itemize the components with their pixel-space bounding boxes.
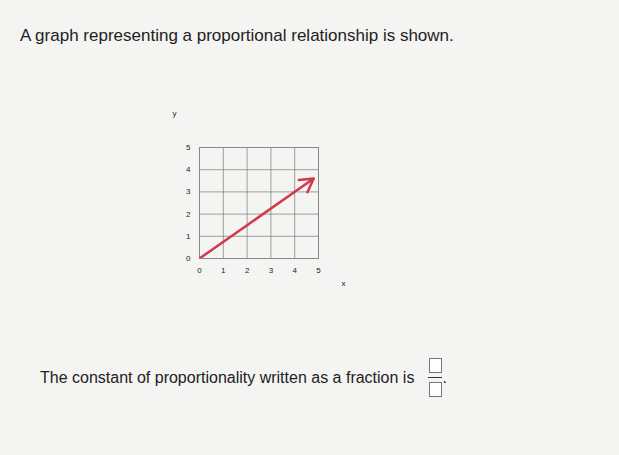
svg-text:4: 4 (186, 165, 191, 174)
svg-text:1: 1 (221, 266, 226, 275)
svg-text:x: x (342, 279, 346, 288)
svg-text:1: 1 (186, 232, 191, 241)
svg-text:2: 2 (186, 210, 191, 219)
svg-text:2: 2 (245, 266, 250, 275)
svg-text:4: 4 (292, 266, 297, 275)
svg-text:5: 5 (186, 143, 191, 152)
svg-text:0: 0 (186, 254, 191, 263)
svg-text:0: 0 (197, 266, 202, 275)
svg-text:5: 5 (316, 266, 321, 275)
html-text:The constant of proportionalit: The constant of proportionality written … (40, 368, 415, 386)
svg-text:3: 3 (269, 266, 274, 275)
svg-text:y: y (173, 109, 177, 118)
svg-text:3: 3 (186, 187, 191, 196)
html-text:A graph representing a proport: A graph representing a proportional rela… (20, 26, 454, 45)
